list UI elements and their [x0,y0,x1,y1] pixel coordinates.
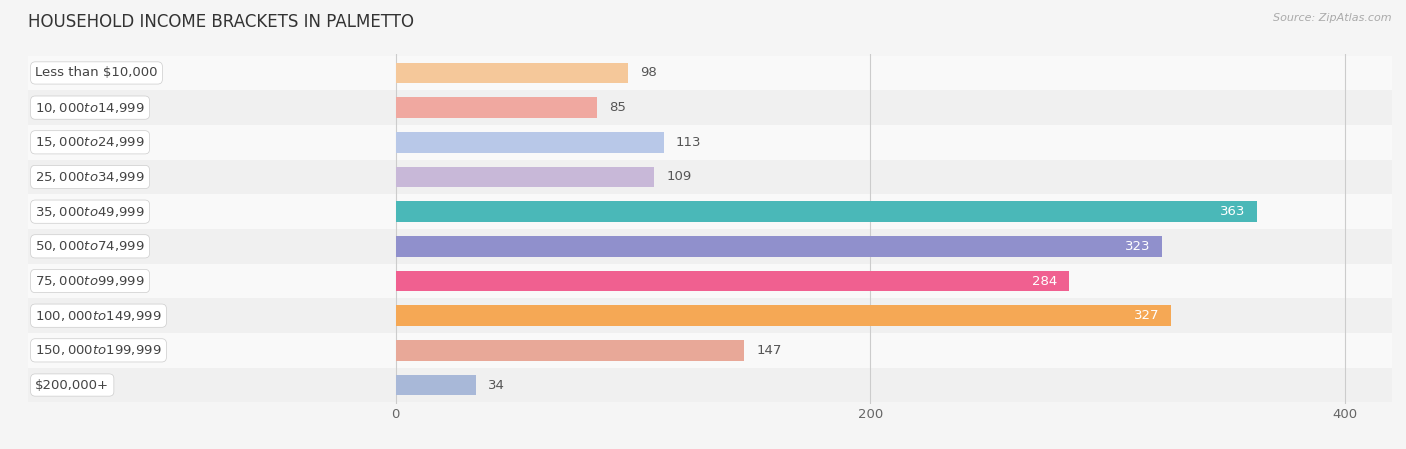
Text: 109: 109 [666,171,692,184]
Bar [395,305,1171,326]
Bar [28,160,1392,194]
Text: $50,000 to $74,999: $50,000 to $74,999 [35,239,145,253]
Text: $35,000 to $49,999: $35,000 to $49,999 [35,205,145,219]
Bar [28,229,1392,264]
Text: $25,000 to $34,999: $25,000 to $34,999 [35,170,145,184]
Text: 323: 323 [1125,240,1150,253]
Bar [28,90,1392,125]
Text: 147: 147 [756,344,782,357]
Text: HOUSEHOLD INCOME BRACKETS IN PALMETTO: HOUSEHOLD INCOME BRACKETS IN PALMETTO [28,13,415,31]
Bar [395,201,1257,222]
Text: 34: 34 [488,379,505,392]
Bar [28,368,1392,402]
Text: $150,000 to $199,999: $150,000 to $199,999 [35,343,162,357]
Text: 327: 327 [1135,309,1160,322]
Text: $75,000 to $99,999: $75,000 to $99,999 [35,274,145,288]
Text: 85: 85 [609,101,626,114]
Text: $15,000 to $24,999: $15,000 to $24,999 [35,135,145,150]
Bar [28,264,1392,298]
Bar [395,97,598,118]
Bar [395,62,628,84]
Bar [395,236,1161,257]
Text: Less than $10,000: Less than $10,000 [35,66,157,79]
Bar [28,125,1392,160]
Bar [28,298,1392,333]
Text: 363: 363 [1219,205,1244,218]
Bar [395,167,654,187]
Text: Source: ZipAtlas.com: Source: ZipAtlas.com [1274,13,1392,23]
Bar [28,56,1392,90]
Text: $100,000 to $149,999: $100,000 to $149,999 [35,308,162,323]
Bar [395,132,664,153]
Bar [395,271,1070,291]
Text: 98: 98 [640,66,657,79]
Text: $10,000 to $14,999: $10,000 to $14,999 [35,101,145,114]
Bar [395,374,477,396]
Text: 284: 284 [1032,274,1057,287]
Text: 113: 113 [676,136,702,149]
Bar [28,333,1392,368]
Bar [28,194,1392,229]
Text: $200,000+: $200,000+ [35,379,110,392]
Bar [395,340,744,361]
